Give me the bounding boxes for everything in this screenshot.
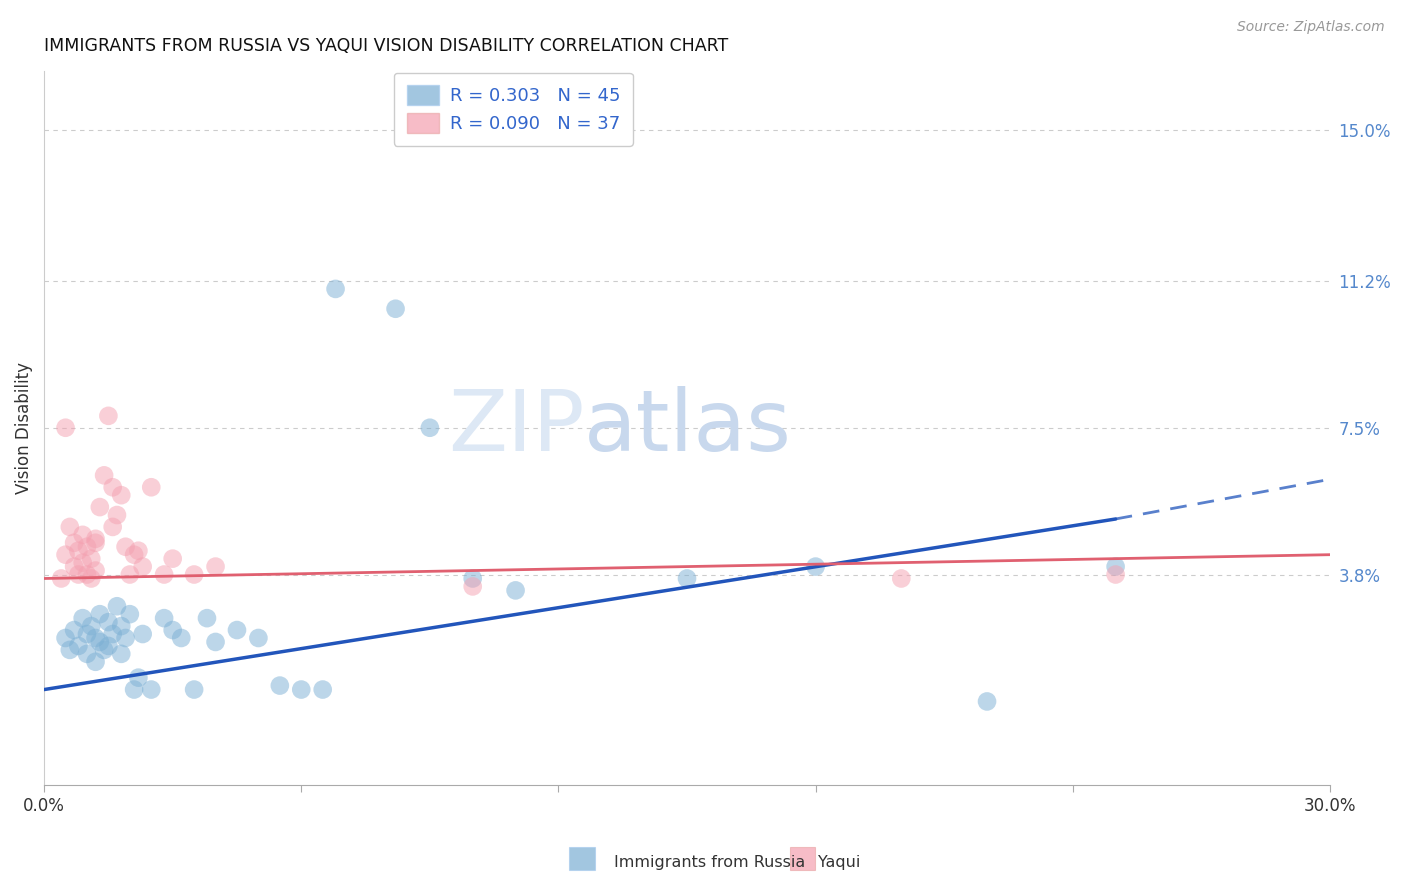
Point (63, 623, 86, 637)
Point (153, 611, 176, 625)
Point (114, 540, 136, 554)
Point (226, 623, 249, 637)
Point (55, 631, 77, 645)
Point (419, 421, 441, 435)
Point (76, 540, 98, 554)
Point (325, 282, 347, 296)
Point (505, 583, 527, 598)
Point (55, 548, 77, 562)
Point (80, 619, 103, 633)
Point (76, 627, 98, 641)
Point (93, 468, 115, 483)
Legend: R = 0.303   N = 45, R = 0.090   N = 37: R = 0.303 N = 45, R = 0.090 N = 37 (394, 72, 633, 145)
Text: Source: ZipAtlas.com: Source: ZipAtlas.com (1237, 20, 1385, 34)
Point (804, 559, 827, 574)
Point (110, 488, 132, 502)
Point (67, 639, 90, 653)
Point (101, 480, 124, 494)
Point (89, 607, 111, 622)
Point (51, 572, 73, 586)
Point (80, 572, 103, 586)
Text: Immigrants from Russia: Immigrants from Russia (614, 855, 806, 870)
Point (269, 679, 291, 693)
Point (72, 556, 94, 570)
Point (141, 480, 163, 494)
Point (105, 599, 128, 614)
Point (55, 421, 77, 435)
Point (84, 655, 107, 669)
Y-axis label: Vision Disability: Vision Disability (15, 362, 32, 494)
Text: IMMIGRANTS FROM RUSSIA VS YAQUI VISION DISABILITY CORRELATION CHART: IMMIGRANTS FROM RUSSIA VS YAQUI VISION D… (44, 37, 728, 55)
Point (195, 611, 218, 625)
Point (89, 500, 111, 514)
Point (105, 508, 128, 522)
Point (84, 631, 107, 645)
Point (59, 520, 82, 534)
Point (127, 671, 149, 685)
Point (162, 623, 184, 637)
Point (84, 532, 107, 546)
Point (59, 643, 82, 657)
Point (461, 572, 484, 586)
Point (93, 643, 115, 657)
Point (72, 528, 94, 542)
Text: Yaqui: Yaqui (818, 855, 860, 870)
Point (290, 682, 312, 697)
Point (84, 564, 107, 578)
Point (312, 682, 335, 697)
Point (63, 536, 86, 550)
Point (63, 559, 86, 574)
Point (101, 627, 124, 641)
Point (204, 559, 226, 574)
Point (84, 536, 107, 550)
Point (67, 543, 90, 558)
Point (89, 635, 111, 649)
Point (676, 572, 699, 586)
Point (122, 548, 145, 562)
Point (110, 619, 132, 633)
Point (114, 631, 136, 645)
Point (247, 631, 270, 645)
Point (183, 567, 205, 582)
Point (461, 579, 484, 593)
Text: ZIP: ZIP (447, 386, 583, 469)
Point (97, 409, 120, 423)
Point (131, 559, 153, 574)
Point (141, 682, 163, 697)
Point (72, 611, 94, 625)
Point (118, 567, 141, 582)
Point (80, 551, 103, 566)
Point (76, 567, 98, 582)
Point (162, 551, 184, 566)
Point (1104, 567, 1126, 582)
Point (204, 635, 226, 649)
Point (183, 682, 205, 697)
Point (384, 301, 406, 316)
Point (131, 627, 153, 641)
Point (153, 567, 176, 582)
Point (97, 615, 120, 629)
Point (976, 694, 998, 708)
Point (67, 567, 90, 582)
Point (118, 607, 141, 622)
Text: atlas: atlas (583, 386, 792, 469)
Point (170, 631, 193, 645)
Point (101, 520, 124, 534)
Point (122, 682, 145, 697)
Point (890, 572, 912, 586)
Point (1104, 559, 1126, 574)
Point (97, 639, 120, 653)
Point (76, 647, 98, 661)
Point (127, 543, 149, 558)
Point (110, 647, 132, 661)
